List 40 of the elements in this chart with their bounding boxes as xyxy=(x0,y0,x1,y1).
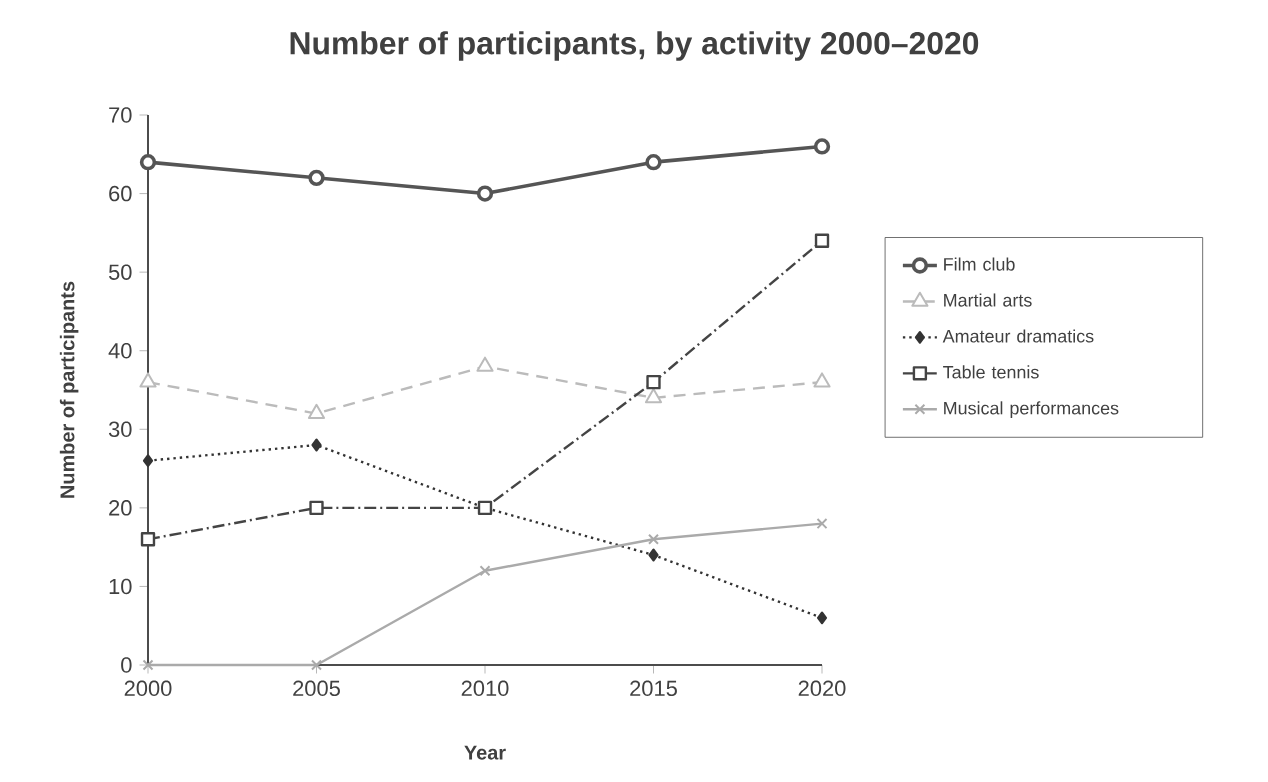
point xyxy=(645,153,662,171)
point xyxy=(139,153,157,171)
legend-label: Table tennis xyxy=(943,365,1039,379)
y-tick-label: 60 xyxy=(109,185,132,202)
point xyxy=(479,565,491,577)
x-tick-label: 2005 xyxy=(293,680,340,697)
legend-label: Musical performances xyxy=(944,401,1119,419)
x-tick-label: 2015 xyxy=(630,680,677,697)
legend-label: Amateur dramatics xyxy=(942,329,1094,343)
y-tick-label: 50 xyxy=(108,264,132,280)
y-tick-label: 40 xyxy=(108,342,132,359)
y-tick-label: 30 xyxy=(108,421,132,438)
y-tick-label: 0 xyxy=(121,657,132,673)
point xyxy=(813,138,831,155)
point xyxy=(309,500,324,516)
point xyxy=(814,233,830,248)
y-tick-label: 10 xyxy=(109,578,132,595)
y-axis-title: Number of participants xyxy=(59,281,79,498)
point xyxy=(140,532,156,547)
y-tick-label: 20 xyxy=(109,500,132,516)
point xyxy=(308,169,325,187)
legend-label: Martial arts xyxy=(944,293,1032,307)
point xyxy=(310,659,323,671)
y-tick-label: 70 xyxy=(109,107,132,123)
x-axis-title: Year xyxy=(464,745,506,760)
point xyxy=(142,659,154,671)
point xyxy=(816,611,828,625)
legend-label: Film club xyxy=(944,257,1015,271)
point xyxy=(816,518,828,530)
point xyxy=(142,454,154,468)
x-tick-label: 2000 xyxy=(124,680,172,697)
x-tick-label: 2020 xyxy=(798,680,846,697)
chart-title: Number of participants, by activity 2000–2020 xyxy=(290,31,979,61)
point xyxy=(644,388,663,404)
point xyxy=(646,374,661,390)
point xyxy=(647,533,660,545)
x-tick-label: 2010 xyxy=(461,680,509,697)
point xyxy=(311,438,322,452)
point xyxy=(648,548,659,562)
point xyxy=(476,185,494,202)
